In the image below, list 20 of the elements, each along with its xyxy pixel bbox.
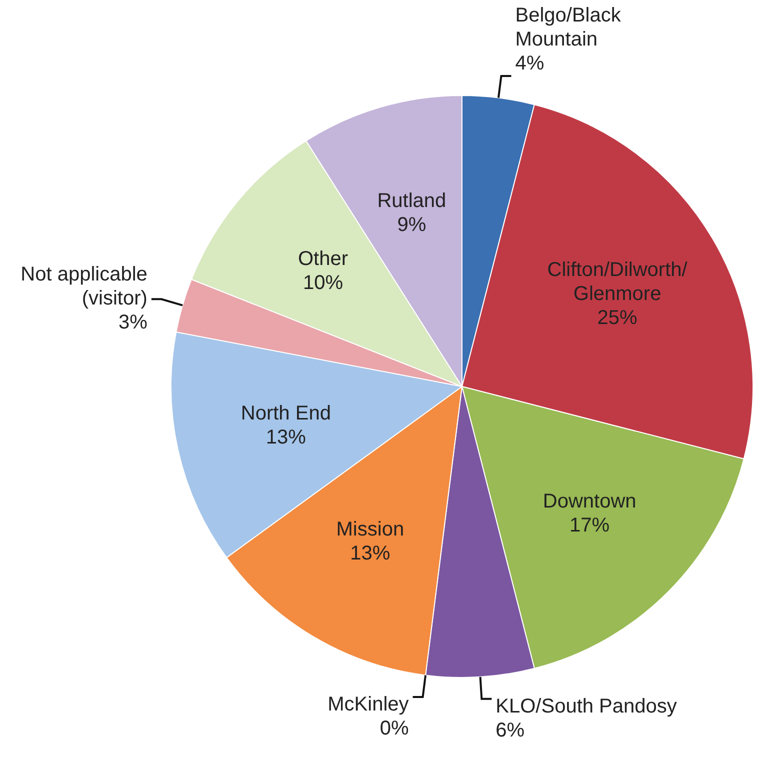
slice-label: Rutland (377, 190, 446, 212)
data-label: 9% (397, 214, 426, 236)
slice-label: Belgo/Black Mountain (515, 4, 622, 50)
slice-label: Not applicable (visitor) (20, 264, 148, 310)
data-label: 13% (266, 426, 306, 448)
legend-label: McKinley (328, 694, 409, 716)
slice-label: Downtown (542, 490, 636, 513)
data-label: 3% (118, 312, 148, 334)
slice-label: Mission (336, 518, 404, 540)
data-label: 13% (350, 542, 390, 564)
data-label: 10% (302, 272, 344, 294)
slice-label: North End (240, 402, 331, 424)
slice-label: Clifton/Dilworth/Glenmore (547, 259, 688, 306)
data-label: 6% (496, 719, 525, 742)
data-label: 25% (597, 307, 638, 330)
data-label: 17% (570, 514, 610, 537)
slice-label: Other (298, 248, 348, 270)
slice-label: KLO/South Pandosy (496, 695, 677, 718)
text: 0% (380, 718, 409, 740)
data-label: 4% (515, 52, 544, 74)
